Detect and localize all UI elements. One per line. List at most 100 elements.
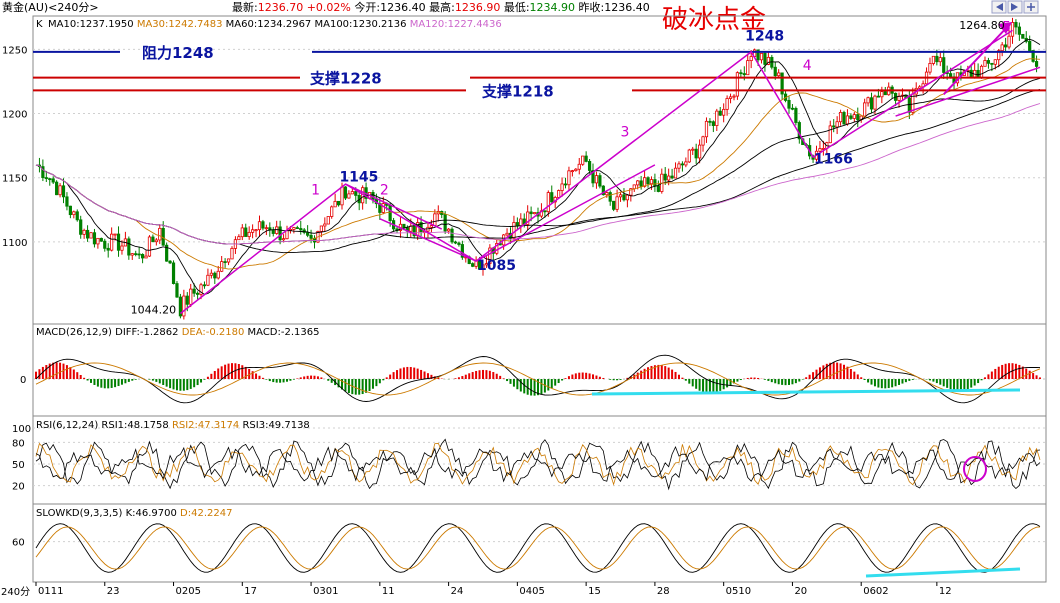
candle-body (845, 115, 850, 125)
rsi-line-1 (35, 438, 1041, 491)
candle-body (790, 107, 795, 110)
candle-body (869, 97, 874, 110)
candle-body (302, 229, 306, 233)
candle-body (1010, 22, 1015, 37)
candle-body (130, 253, 134, 256)
candle-body (171, 262, 176, 284)
x-tick-label: 17 (244, 586, 257, 597)
candle-body (763, 52, 767, 65)
wave-label: 1 (311, 182, 320, 198)
candle-body (85, 229, 90, 239)
wave-label: 3 (621, 125, 630, 141)
candle-body (931, 55, 936, 64)
candle-body (732, 95, 736, 98)
kd-panel (32, 503, 1047, 583)
candle-body (691, 148, 695, 151)
candle-body (863, 102, 867, 117)
candle-body (828, 125, 832, 144)
candle-body (505, 232, 509, 236)
candle-body (68, 205, 72, 216)
candle-body (704, 120, 709, 138)
candle-body (584, 155, 588, 162)
candle-body (543, 210, 547, 213)
candle-body (292, 227, 296, 230)
diff-line (35, 354, 1041, 404)
candle-body (639, 180, 643, 187)
ma-legend-item: MA10:1237.1950 (48, 19, 134, 30)
arrow-left-icon (996, 3, 1003, 11)
wave-label: 2 (380, 182, 389, 198)
candle-body (883, 91, 887, 96)
rsi-tick-label: 100 (12, 424, 31, 435)
candle-body (821, 148, 825, 150)
candle-body (460, 244, 464, 258)
candle-body (323, 223, 327, 227)
candle-body (557, 190, 561, 198)
candle-body (835, 121, 839, 128)
rsi-indicator: 20 50 80 100 (12, 424, 1046, 493)
rsi-line-3 (35, 445, 1041, 483)
candle-body (615, 196, 619, 210)
candle-body (567, 170, 571, 186)
candle-body (271, 229, 275, 234)
candle-body (818, 148, 822, 152)
candle-body (127, 238, 131, 256)
candle-body (1021, 33, 1025, 39)
candle-body (677, 163, 681, 169)
candle-body (251, 229, 255, 233)
instrument-name[interactable]: 黄金(AU)<240分> (2, 0, 99, 14)
candle-body (993, 59, 997, 65)
candle-body (306, 232, 310, 236)
rsi-legend-item: RSI(6,12,24) (36, 420, 98, 431)
candle-body (928, 63, 932, 73)
candle-body (185, 295, 189, 305)
candle-body (777, 72, 781, 77)
candle-body (550, 192, 554, 203)
candle-body (715, 110, 719, 126)
rsi-legend-item: RSI3:49.7138 (242, 420, 309, 431)
candle-body (281, 238, 286, 241)
x-tick-label: 24 (451, 586, 464, 597)
candle-body (935, 55, 939, 63)
candle-body (61, 185, 66, 198)
rsi-legend-item: RSI2:47.3174 (172, 420, 239, 431)
candle-body (711, 121, 715, 126)
candles (37, 17, 1039, 320)
rsi-tick-label: 80 (12, 438, 25, 449)
latest-label: 最新: (232, 0, 258, 14)
candle-body (532, 212, 537, 215)
candle-body (598, 175, 602, 187)
candle-body (756, 49, 760, 61)
kd-legend-item: SLOWKD(9,3,3,5) (36, 508, 122, 519)
candle-body (577, 163, 581, 170)
k-line (35, 523, 1041, 573)
candle-body (48, 178, 52, 181)
macd-legend-item: MACD:-2.1365 (248, 327, 320, 338)
open-label: 今开: (354, 0, 380, 14)
prev-close-value: 1236.40 (604, 1, 650, 14)
candle-body (560, 183, 564, 191)
candle-body (275, 226, 279, 234)
zoom-icon (1027, 3, 1035, 11)
x-tick-label: 0111 (38, 586, 63, 597)
low-value: 1234.90 (530, 1, 576, 14)
candle-body (168, 260, 172, 264)
candle-body (429, 225, 434, 228)
arrow-head-icon (998, 22, 1012, 34)
candle-body (725, 98, 729, 110)
x-tick-label: 12 (939, 586, 952, 597)
candle-body (106, 247, 110, 251)
candle-body (447, 228, 451, 232)
candle-body (495, 243, 499, 254)
x-tick-label: 0602 (863, 586, 888, 597)
candle-body (96, 237, 100, 245)
d-line (35, 526, 1041, 570)
macd-legend-item: DEA:-0.2180 (182, 327, 245, 338)
candle-body (51, 178, 55, 183)
macd-legend-item: DIFF:-1.2862 (115, 327, 178, 338)
wave-path (895, 66, 1041, 117)
candle-body (701, 136, 705, 146)
kd-legend: SLOWKD(9,3,3,5) K:46.9700 D:42.2247 (36, 508, 232, 519)
candle-body (240, 227, 244, 238)
latest-value: 1236.70 (258, 1, 304, 14)
